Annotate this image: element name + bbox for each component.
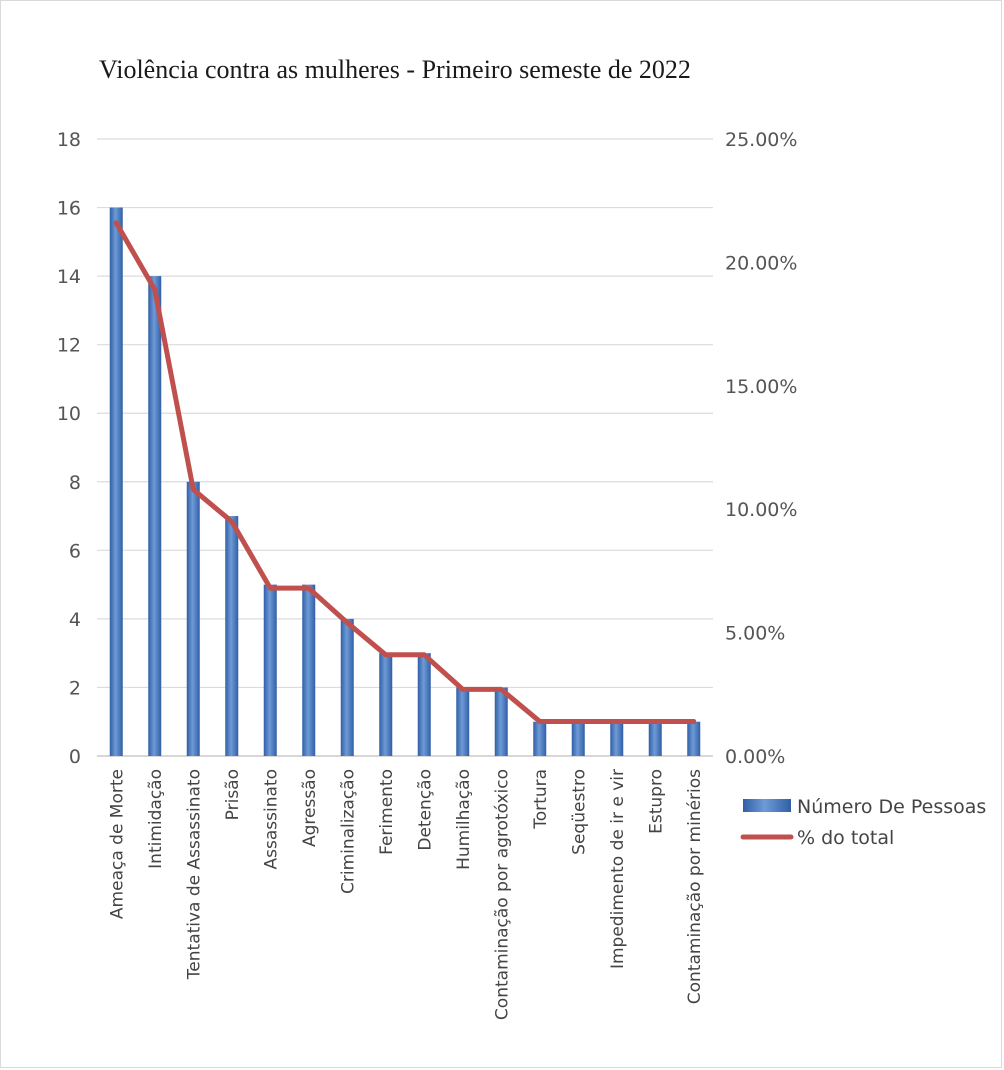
category-label: Agressão (300, 769, 320, 847)
bar (340, 618, 354, 756)
left-tick-label: 14 (57, 266, 81, 288)
left-tick-label: 10 (57, 403, 81, 425)
left-tick-label: 8 (69, 472, 81, 494)
category-label: Criminalização (338, 769, 358, 894)
bar (263, 584, 277, 756)
right-axis: 0.00% 5.00% 10.00% 15.00% 20.00% 25.00% (725, 129, 797, 768)
category-label: Prisão (223, 769, 243, 820)
bar (379, 653, 393, 756)
right-tick-label: 10.00% (725, 499, 797, 521)
line-path (113, 220, 697, 724)
chart-title: Violência contra as mulheres - Primeiro … (99, 55, 691, 84)
category-label: Intimidação (146, 769, 166, 869)
category-label: Assassinato (261, 769, 281, 869)
category-label: Contaminação por agrotóxico (492, 769, 512, 1020)
left-tick-label: 18 (57, 129, 81, 151)
right-tick-label: 5.00% (725, 623, 785, 645)
left-axis: 0 2 4 6 8 10 12 14 16 18 (57, 129, 81, 768)
right-tick-label: 20.00% (725, 252, 797, 274)
right-tick-label: 15.00% (725, 376, 797, 398)
category-label: Ameaça de Morte (107, 769, 127, 919)
right-tick-label: 0.00% (725, 746, 785, 768)
category-label: Tortura (531, 769, 551, 830)
category-axis: Ameaça de Morte Intimidação Tentativa de A… (107, 769, 705, 1020)
bar (687, 721, 701, 756)
bar (148, 276, 162, 756)
bar-series (109, 207, 701, 757)
left-tick-label: 6 (69, 540, 81, 562)
category-label: Seqüestro (569, 769, 589, 855)
bar (186, 481, 200, 756)
line-series (113, 220, 697, 724)
bar (417, 653, 431, 756)
bar (571, 721, 585, 756)
right-tick-label: 25.00% (725, 129, 797, 151)
legend-bar-swatch (743, 799, 791, 812)
category-label: Detenção (415, 769, 435, 851)
left-tick-label: 4 (69, 609, 81, 631)
bar (302, 584, 316, 756)
bar (225, 516, 239, 756)
legend-label-bars: Número De Pessoas (797, 796, 986, 818)
bar (648, 721, 662, 756)
category-label: Estupro (646, 769, 666, 834)
legend: Número De Pessoas % do total (740, 796, 986, 849)
legend-label-line: % do total (797, 827, 894, 849)
left-tick-label: 16 (57, 198, 81, 220)
bar (456, 687, 470, 756)
left-tick-label: 0 (69, 746, 81, 768)
category-label: Impedimento de ir e vir (608, 769, 628, 969)
left-tick-label: 12 (57, 335, 81, 357)
category-label: Tentativa de Assassinato (184, 769, 204, 980)
left-tick-label: 2 (69, 677, 81, 699)
category-label: Humilhação (454, 769, 474, 870)
bar (494, 687, 508, 756)
bar (109, 207, 123, 757)
category-label: Ferimento (377, 769, 397, 855)
category-label: Contaminação por minérios (685, 769, 705, 1004)
bar (533, 721, 547, 756)
bar (610, 721, 624, 756)
